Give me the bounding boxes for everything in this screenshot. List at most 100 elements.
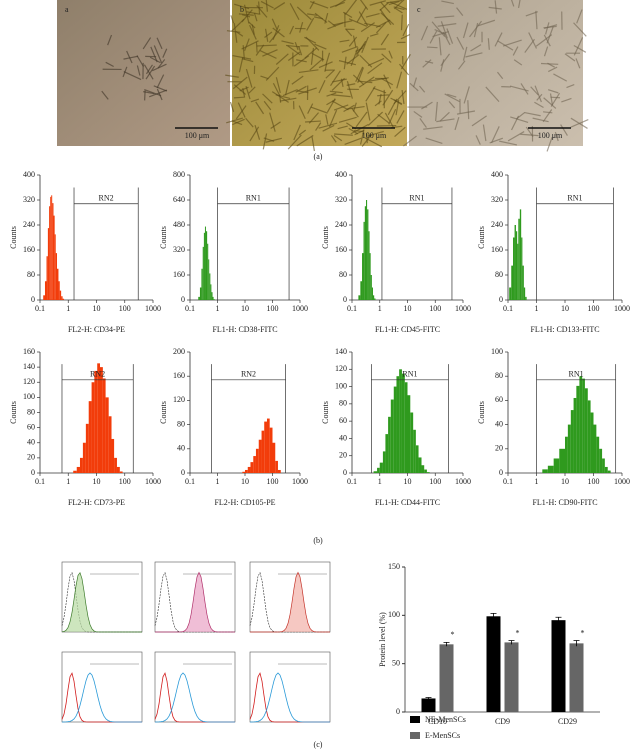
cell <box>253 12 258 22</box>
cell <box>150 46 158 63</box>
y-tick-label: 120 <box>173 395 185 404</box>
cell <box>296 6 312 21</box>
y-tick-label: 140 <box>23 362 35 371</box>
y-tick-label: 40 <box>339 433 347 442</box>
cell <box>298 129 307 136</box>
cell <box>318 122 338 129</box>
cell <box>357 67 365 83</box>
cell <box>149 56 161 64</box>
cell <box>375 19 391 29</box>
y-tick-label: 320 <box>335 195 347 204</box>
cell <box>144 89 162 97</box>
histogram-bar <box>513 237 515 300</box>
cell <box>387 98 398 116</box>
cell <box>299 22 304 33</box>
cell <box>322 124 335 132</box>
cell <box>356 6 367 23</box>
cell <box>419 118 427 128</box>
cell <box>298 46 303 56</box>
cell <box>352 35 357 48</box>
cell <box>238 56 244 73</box>
cell <box>145 64 153 75</box>
y-tick-label: 40 <box>495 419 503 428</box>
cell <box>156 37 163 50</box>
cell <box>494 0 498 14</box>
y-tick-label: 0 <box>31 295 35 304</box>
histogram-bar <box>76 466 80 473</box>
cell <box>441 0 454 5</box>
histogram-bar <box>201 268 203 300</box>
cell <box>355 111 368 128</box>
y-tick-label: 160 <box>335 245 347 254</box>
cell <box>270 121 281 129</box>
cell <box>241 40 259 50</box>
x-tick-label: 1000 <box>614 304 630 313</box>
histogram-bar <box>250 462 254 473</box>
histogram-bar <box>205 231 208 300</box>
cell <box>566 83 575 89</box>
cell <box>540 62 559 65</box>
cell <box>396 110 405 124</box>
cell <box>355 66 364 83</box>
y-tick-label: 400 <box>23 170 35 179</box>
cell <box>510 0 515 7</box>
gate-label: RN1 <box>409 194 424 203</box>
cell <box>241 14 251 18</box>
y-tick-label: 240 <box>491 220 503 229</box>
y-tick-label: 20 <box>495 444 503 453</box>
cell <box>105 61 114 68</box>
cell <box>249 126 260 142</box>
histogram-bar <box>213 299 215 300</box>
histogram-bar <box>364 206 367 300</box>
cell <box>386 0 403 4</box>
error-bar <box>508 640 515 645</box>
cell <box>442 31 451 46</box>
cell <box>275 77 281 93</box>
histogram-bar <box>366 200 368 300</box>
histogram-bar <box>242 471 245 473</box>
histogram-bar <box>369 253 371 300</box>
y-tick-label: 80 <box>495 270 503 279</box>
cell <box>499 140 518 146</box>
histogram-bar <box>517 243 519 300</box>
x-tick-label: CD29 <box>558 717 577 726</box>
x-axis-label: FL2-H: CD105-PE <box>214 498 275 507</box>
histogram-bar <box>264 421 267 473</box>
y-axis-label: Counts <box>477 226 486 249</box>
cell <box>285 44 300 48</box>
histogram-bar <box>266 418 270 473</box>
cell <box>249 24 257 40</box>
histogram-bar <box>410 412 414 473</box>
histogram-bar <box>385 434 389 473</box>
cell <box>400 53 411 70</box>
cell <box>264 31 273 38</box>
cell <box>512 46 519 56</box>
bar <box>569 643 584 712</box>
cell <box>284 79 290 96</box>
cell <box>232 55 252 60</box>
micrograph-letter: a <box>65 5 69 14</box>
histogram-bar <box>62 298 65 300</box>
cell <box>543 34 551 47</box>
histogram-bar <box>44 281 47 300</box>
cell <box>142 37 152 50</box>
cell <box>489 137 504 144</box>
cell <box>348 18 368 27</box>
cell <box>524 111 541 117</box>
cell <box>497 40 514 51</box>
histogram-bar <box>523 287 526 300</box>
histogram-bar <box>43 295 45 300</box>
cell <box>156 74 165 89</box>
histogram-bar <box>85 423 89 473</box>
x-tick-label: 100 <box>119 304 131 313</box>
histogram-bar <box>360 281 363 300</box>
x-axis-label: FL2-H: CD73-PE <box>68 498 125 507</box>
histogram-bar <box>404 382 408 473</box>
y-tick-label: 100 <box>491 347 503 356</box>
cell <box>315 122 322 131</box>
cell <box>297 90 309 94</box>
cell <box>143 64 154 80</box>
cell <box>440 53 451 67</box>
x-axis-label: FL1-H: CD44-FITC <box>375 498 440 507</box>
gate-label: RN1 <box>402 370 417 379</box>
